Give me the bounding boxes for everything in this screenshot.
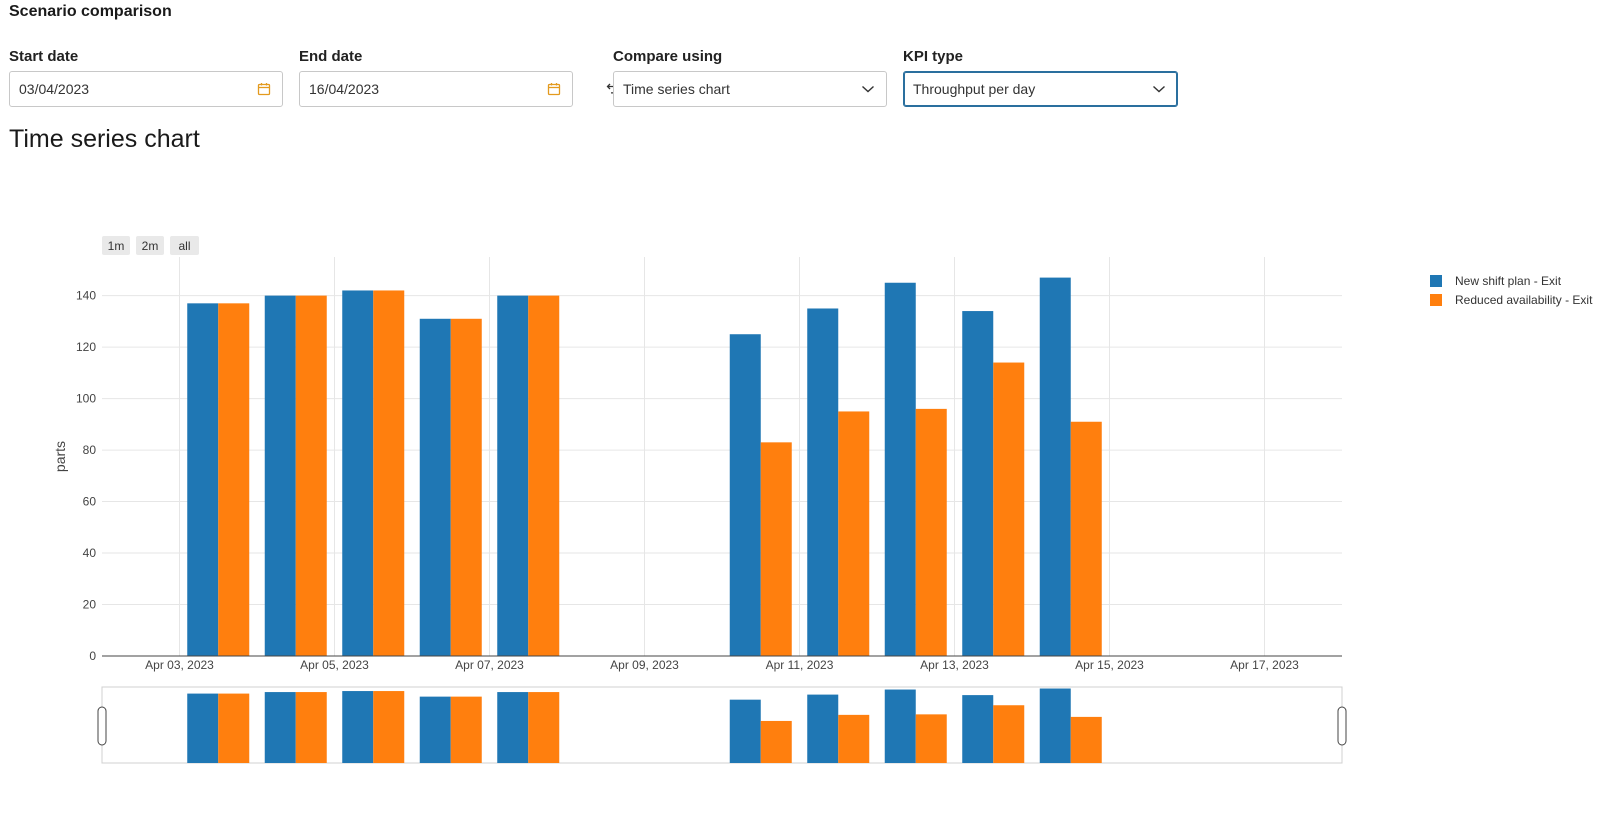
calendar-icon[interactable] [545,80,563,98]
x-tick-label: Apr 17, 2023 [1230,658,1299,672]
range-slider-bar [497,692,529,763]
bar [450,318,482,656]
range-slider-bar [729,699,761,763]
bar [993,362,1025,656]
end-date-label: End date [299,48,363,65]
start-date-input[interactable]: 03/04/2023 [9,71,283,107]
legend-item-series-1[interactable]: New shift plan - Exit [1430,271,1592,290]
range-slider-bar [264,692,296,763]
range-slider-bar [1039,688,1071,763]
legend-item-series-2[interactable]: Reduced availability - Exit [1430,290,1592,309]
bar [729,334,761,656]
y-tick-label: 100 [76,392,96,406]
bar [838,411,870,656]
chart-section-title: Time series chart [9,125,200,153]
kpi-type-value: Throughput per day [913,81,1036,97]
legend-swatch [1430,274,1442,287]
bar [264,295,296,656]
range-slider-bar [962,695,994,763]
y-tick-label: 80 [83,443,97,457]
compare-using-field: Compare using Time series chart [613,48,887,107]
bar [962,311,994,656]
range-slider-bar [1070,716,1102,763]
start-date-field: Start date 03/04/2023 [9,48,283,107]
chevron-down-icon [859,80,877,98]
y-tick-label: 40 [83,546,97,560]
legend-label: New shift plan - Exit [1455,273,1562,288]
range-slider-bar [915,714,947,763]
x-tick-label: Apr 03, 2023 [145,658,214,672]
x-tick-label: Apr 11, 2023 [766,658,834,672]
bar [342,290,374,656]
page-title: Scenario comparison [9,3,172,20]
range-slider[interactable] [97,686,1347,764]
range-slider-bar [993,705,1025,763]
range-slider-bar [419,696,451,763]
range-button-1m[interactable]: 1m [102,236,130,255]
end-date-value: 16/04/2023 [309,81,380,97]
legend-swatch [1430,293,1442,306]
x-tick-label: Apr 09, 2023 [610,658,679,672]
kpi-type-field: KPI type Throughput per day [903,48,1178,107]
kpi-type-select[interactable]: Throughput per day [903,71,1178,107]
bar [187,303,219,656]
x-tick-label: Apr 05, 2023 [300,658,369,672]
compare-using-value: Time series chart [623,81,730,97]
x-tick-label: Apr 15, 2023 [1075,658,1144,672]
range-slider-bar [342,691,374,763]
bar [1039,277,1071,656]
legend[interactable]: New shift plan - Exit Reduced availabili… [1430,271,1592,309]
start-date-value: 03/04/2023 [19,81,90,97]
start-date-label: Start date [9,48,79,65]
kpi-type-label: KPI type [903,48,964,65]
compare-using-select[interactable]: Time series chart [613,71,887,107]
range-slider-bar [807,694,839,763]
legend-label: Reduced availability - Exit [1455,292,1593,307]
range-slider-bar [218,693,250,763]
bar [528,295,560,656]
range-button-2m[interactable]: 2m [136,236,164,255]
range-slider-bar [528,692,560,763]
bar [419,318,451,656]
range-slider-bar [450,696,482,763]
chevron-down-icon [1150,80,1168,98]
bar [1070,421,1102,656]
y-tick-label: 0 [89,649,96,663]
y-tick-label: 140 [76,289,96,303]
range-button-all[interactable]: all [170,236,199,255]
range-slider-bar [760,720,792,763]
y-tick-label: 120 [76,340,96,354]
bar [295,295,327,656]
range-slider-bar [373,691,405,763]
range-slider-handle [1337,706,1347,746]
bar [373,290,405,656]
axes: Apr 03, 2023 Apr 05, 2023 Apr 07, 2023 Apr … [52,289,1342,672]
y-tick-label: 60 [83,495,97,509]
range-slider-bar [838,714,870,763]
end-date-input[interactable]: 16/04/2023 [299,71,573,107]
range-slider-bar [884,689,916,763]
bar [760,442,792,656]
compare-using-label: Compare using [613,48,723,65]
bar [218,303,250,656]
y-axis-label: parts [52,441,68,472]
range-slider-handle [97,706,107,746]
range-slider-bar [295,692,327,763]
y-tick-label: 20 [83,598,97,612]
end-date-field: End date 16/04/2023 [299,48,573,107]
x-tick-label: Apr 13, 2023 [920,658,989,672]
calendar-icon[interactable] [255,80,273,98]
bar [915,408,947,656]
x-tick-label: Apr 07, 2023 [455,658,524,672]
bars [187,277,1102,656]
range-slider-bar [187,693,219,763]
bar [497,295,529,656]
bar [884,282,916,656]
bar [807,308,839,656]
